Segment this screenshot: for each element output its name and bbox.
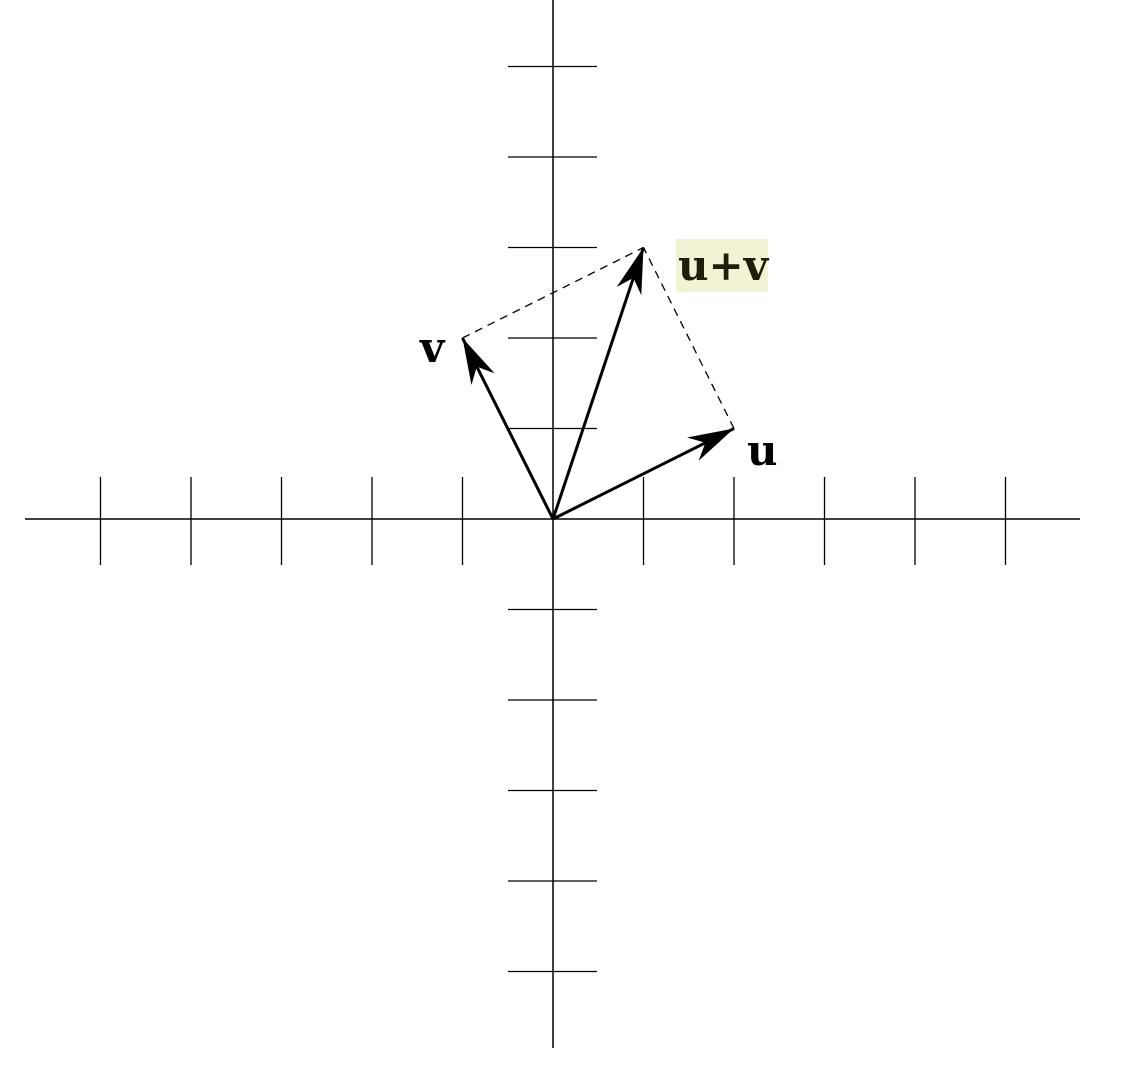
vector-v-shaft xyxy=(461,337,555,520)
vector-u-shaft xyxy=(552,427,735,521)
dashed-edge-1 xyxy=(462,246,644,339)
vector-u-label: u xyxy=(747,426,778,475)
vectors xyxy=(461,247,735,521)
vector-u-plus-v-label: u+v xyxy=(676,239,769,292)
y-axis-ticks xyxy=(508,65,597,973)
u-plus-v-highlight: u+ xyxy=(676,239,744,292)
u-plus-v-highlight-rest: v xyxy=(743,239,769,292)
vector-u-plus-v-arrowhead xyxy=(616,247,644,296)
vector-v-label: v xyxy=(420,323,445,372)
x-axis-ticks xyxy=(99,477,1007,565)
dashed-edge-2 xyxy=(642,247,735,429)
parallelogram-edges xyxy=(462,246,735,429)
vector-u-plus-v-shaft xyxy=(551,247,645,520)
vector-u-arrowhead xyxy=(687,428,734,461)
vector-v-arrowhead xyxy=(462,338,495,385)
